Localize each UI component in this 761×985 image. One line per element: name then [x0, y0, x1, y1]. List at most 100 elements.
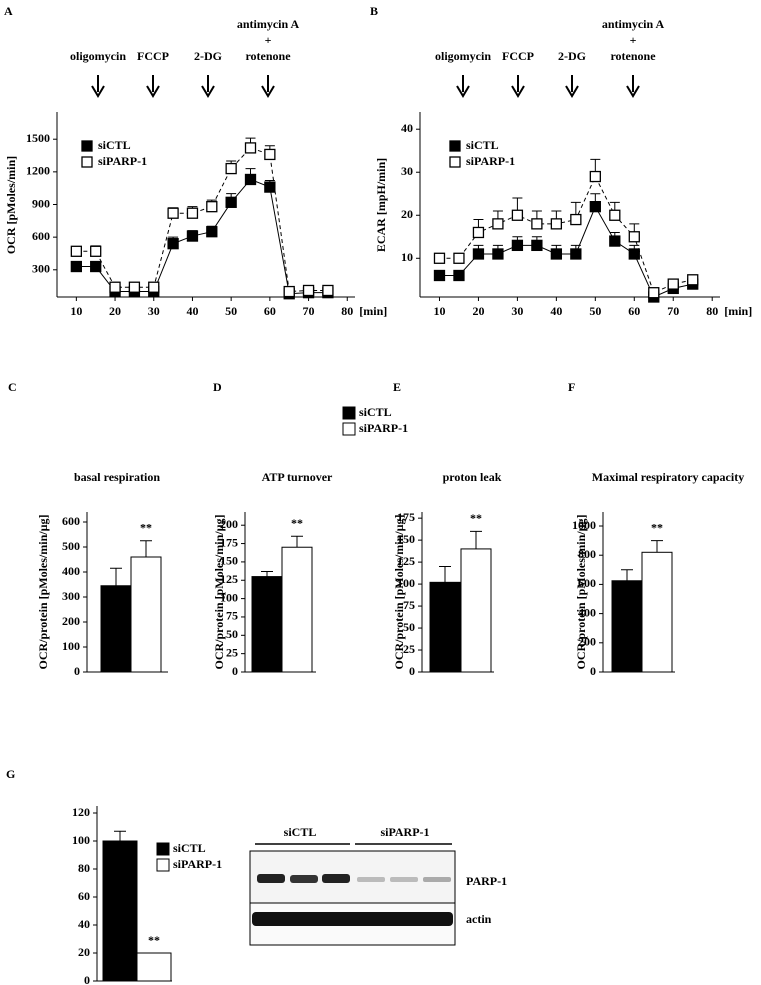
series-line: [76, 178, 328, 295]
y-tick-label: 175: [397, 510, 415, 524]
y-tick-label: 1500: [26, 131, 50, 145]
marker: [628, 248, 640, 260]
marker: [186, 207, 199, 219]
legend-swatch: [449, 140, 461, 152]
y-tick-label: 900: [32, 196, 50, 210]
significance: **: [470, 511, 482, 525]
x-tick-label: 60: [628, 304, 640, 318]
y-tick-label: 100: [397, 576, 415, 590]
band: [290, 875, 318, 883]
y-tick-label: 500: [62, 539, 80, 553]
blot-row-label: PARP-1: [466, 874, 507, 888]
marker: [283, 285, 295, 298]
error-bar: [261, 570, 273, 577]
arrow-head: [91, 85, 105, 98]
y-tick-label: 600: [62, 514, 80, 528]
y-tick-label: 100: [72, 833, 90, 847]
legend-label: siPARP-1: [466, 154, 515, 168]
marker: [589, 170, 601, 183]
x-tick-label: 20: [109, 304, 121, 318]
annotation: 2-DG: [194, 49, 222, 63]
marker: [167, 207, 179, 219]
y-tick-label: 175: [220, 535, 238, 549]
arrow-head: [146, 85, 160, 98]
arrow-head: [511, 85, 525, 98]
blot-group-label: siPARP-1: [380, 825, 429, 839]
marker: [433, 252, 446, 264]
panel-label: G: [6, 767, 15, 781]
y-tick-label: 0: [590, 664, 596, 678]
x-tick-label: 70: [303, 304, 315, 318]
legend-swatch: [81, 156, 93, 168]
marker: [70, 260, 83, 273]
y-tick-label: 75: [226, 609, 238, 623]
y-axis-label: OCR/protein [pMoles/min/µg]: [36, 514, 50, 669]
chart-title: basal respiration: [74, 470, 160, 484]
marker: [570, 213, 582, 226]
bar: [429, 581, 461, 673]
bar: [460, 548, 492, 673]
marker: [264, 148, 276, 161]
x-tick-label: 70: [667, 304, 679, 318]
error-bar: [140, 540, 152, 557]
chart-title: Maximal respiratory capacity: [592, 470, 744, 484]
marker: [667, 278, 679, 290]
bar: [641, 551, 673, 673]
y-axis-label: OCR [pMoles/min]: [4, 156, 18, 254]
y-tick-label: 600: [578, 576, 596, 590]
marker: [609, 209, 621, 221]
y-tick-label: 600: [32, 229, 50, 243]
marker: [511, 209, 524, 221]
marker: [550, 248, 563, 260]
marker: [148, 281, 160, 293]
error-bar: [651, 540, 663, 553]
x-axis-unit: [min]: [359, 304, 387, 318]
arrow-head: [626, 85, 640, 98]
marker: [206, 201, 218, 213]
y-tick-label: 0: [84, 973, 90, 985]
chart-title: ATP turnover: [262, 470, 333, 484]
marker: [609, 235, 621, 247]
chart-title: proton leak: [443, 470, 502, 484]
y-tick-label: 400: [62, 564, 80, 578]
y-tick-label: 40: [78, 917, 90, 931]
y-tick-label: 125: [397, 554, 415, 568]
marker: [511, 239, 524, 252]
marker: [589, 201, 601, 213]
legend-label: siPARP-1: [173, 857, 222, 871]
annotation: +: [265, 33, 272, 47]
legend-label: siCTL: [359, 405, 392, 419]
marker: [225, 162, 237, 175]
bar: [611, 580, 643, 673]
y-tick-label: 25: [403, 642, 415, 656]
significance: **: [291, 516, 303, 530]
x-tick-label: 20: [472, 304, 484, 318]
y-tick-label: 40: [401, 121, 413, 135]
x-axis-unit: [min]: [724, 304, 752, 318]
marker: [472, 226, 485, 239]
error-bar: [470, 530, 482, 549]
y-tick-label: 200: [220, 517, 238, 531]
marker: [186, 230, 199, 242]
series-line: [439, 175, 693, 294]
y-tick-label: 200: [578, 635, 596, 649]
legend-swatch: [449, 156, 461, 168]
x-tick-label: 80: [706, 304, 718, 318]
annotation: antimycin A: [602, 17, 665, 31]
error-bar: [114, 830, 126, 841]
annotation: oligomycin: [70, 49, 126, 63]
band: [390, 877, 418, 882]
marker: [550, 218, 563, 230]
y-tick-label: 75: [403, 598, 415, 612]
legend-swatch: [342, 422, 356, 436]
y-tick-label: 0: [232, 664, 238, 678]
legend-label: siPARP-1: [98, 154, 147, 168]
y-tick-label: 150: [397, 532, 415, 546]
marker: [687, 274, 699, 286]
panel-label: B: [370, 4, 378, 18]
bar: [102, 840, 138, 982]
band: [257, 874, 285, 883]
y-tick-label: 100: [62, 639, 80, 653]
annotation: oligomycin: [435, 49, 491, 63]
